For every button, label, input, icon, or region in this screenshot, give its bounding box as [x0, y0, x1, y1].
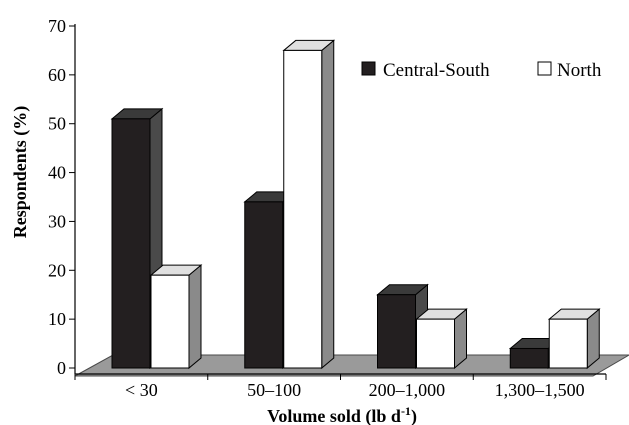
legend-swatch-central-south: [361, 61, 376, 76]
legend-label-north: North: [557, 60, 602, 81]
y-tick-label: 30: [48, 211, 66, 231]
y-tick-label: 20: [48, 260, 66, 280]
bar-central-south-0: [110, 107, 164, 370]
y-tick-label: 60: [48, 65, 66, 85]
x-tick-label: 200–1,000: [369, 380, 446, 400]
bar-north-1: [282, 39, 336, 370]
bar-north-3-front: [548, 318, 588, 369]
legend-label-central-south: Central-South: [383, 60, 490, 81]
bar-north-0: [149, 264, 203, 370]
x-tick-label: 1,300–1,500: [495, 380, 585, 400]
floor-plane: [74, 354, 629, 377]
y-tick-label: 50: [48, 114, 66, 134]
x-tick-label: 50–100: [247, 380, 301, 400]
x-tick-label: < 30: [125, 380, 158, 400]
chart-floor: [74, 354, 629, 377]
x-axis-title-suffix: ): [411, 406, 417, 425]
x-axis-title: Volume sold (lb d-1): [267, 404, 417, 425]
legend-swatch-north: [537, 61, 552, 76]
bar-central-south-1-front: [244, 201, 284, 369]
axes-group: [69, 24, 607, 380]
y-tick-label: 10: [48, 309, 66, 329]
y-tick-label: 40: [48, 163, 66, 183]
legend: Central-South North: [361, 60, 602, 81]
y-tick-label: 0: [57, 358, 66, 378]
x-axis-title-superscript: -1: [401, 404, 411, 418]
y-axis-title: Respondents (%): [10, 106, 31, 239]
bar-central-south-2-front: [377, 294, 416, 369]
y-tick-label: 70: [48, 16, 66, 36]
bar-central-south-3-front: [509, 347, 549, 369]
bar-north-2-front: [416, 318, 455, 369]
bar-central-south-0-front: [111, 118, 151, 369]
bar-north-0-side: [188, 264, 202, 370]
bar-north-3: [547, 308, 601, 370]
tick-labels-group: 0 10 20 30 40 50 60 70 < 30 50–100 200–1,000 1,300–…: [48, 16, 585, 400]
bar-north-2: [415, 308, 468, 370]
bar-north-1-side: [321, 39, 335, 370]
bars-group: [110, 39, 601, 370]
bar-north-1-front: [283, 49, 323, 369]
x-axis-title-main: Volume sold (lb d: [267, 406, 401, 425]
bar-north-0-front: [150, 274, 190, 369]
